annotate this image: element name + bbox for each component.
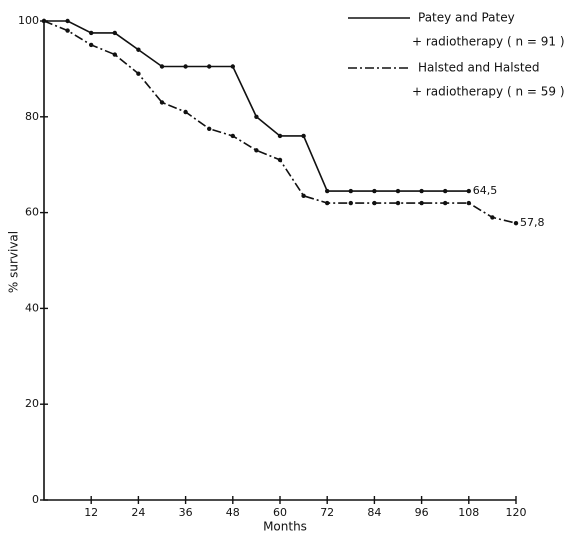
x-tick-label: 84: [367, 506, 381, 519]
survival-line: [44, 20, 469, 192]
point: [348, 188, 353, 194]
x-tick-label: 48: [226, 506, 240, 519]
x-tick-label: 120: [506, 506, 527, 519]
point: [395, 188, 401, 194]
y-tick-label: 100: [18, 14, 39, 27]
x-tick-label: 24: [131, 506, 145, 519]
x-tick-label: 60: [273, 506, 287, 519]
point: [372, 188, 377, 194]
point: [419, 200, 424, 206]
point: [41, 18, 47, 24]
point: [65, 18, 70, 24]
point: [254, 114, 259, 120]
end-label: 64,5: [473, 184, 498, 197]
x-tick-label: 72: [320, 506, 334, 519]
x-axis-label: Months: [263, 520, 307, 534]
y-tick-label: 60: [25, 206, 39, 219]
point: [230, 133, 235, 139]
legend-label: Halsted and Halsted: [418, 61, 540, 75]
y-tick-label: 40: [25, 301, 39, 314]
point: [159, 100, 165, 105]
end-label: 57,8: [520, 216, 545, 229]
point: [136, 47, 141, 52]
point: [466, 200, 471, 206]
point: [490, 215, 495, 220]
y-tick-label: 0: [32, 493, 39, 506]
point: [230, 64, 235, 69]
point: [207, 64, 212, 69]
point: [301, 193, 306, 199]
point: [513, 220, 519, 226]
x-tick-label: 108: [458, 506, 479, 519]
point: [183, 64, 188, 69]
point: [419, 188, 424, 194]
x-tick-label: 96: [415, 506, 429, 519]
point: [325, 188, 330, 194]
legend-note: + radiotherapy ( n = 59 ): [412, 85, 565, 99]
point: [466, 188, 471, 194]
legend-note: + radiotherapy ( n = 91 ): [412, 35, 565, 49]
point: [277, 133, 283, 139]
point: [207, 126, 212, 131]
x-tick-label: 36: [179, 506, 193, 519]
y-tick-label: 20: [25, 397, 39, 410]
legend-label: Patey and Patey: [418, 11, 515, 25]
point: [348, 200, 353, 206]
point: [254, 148, 259, 153]
point: [89, 42, 94, 48]
point: [395, 200, 401, 206]
point: [277, 157, 283, 163]
point: [183, 109, 188, 115]
point: [112, 30, 118, 36]
point: [443, 188, 448, 194]
y-axis-label: % survival: [7, 231, 21, 293]
point: [325, 200, 330, 206]
point: [159, 64, 165, 69]
point: [65, 28, 70, 33]
y-tick-label: 80: [25, 110, 39, 123]
point: [372, 200, 377, 206]
point: [443, 200, 448, 206]
x-tick-label: 12: [84, 506, 98, 519]
point: [301, 133, 306, 139]
point: [136, 71, 141, 76]
point: [89, 30, 94, 36]
point: [112, 52, 118, 57]
